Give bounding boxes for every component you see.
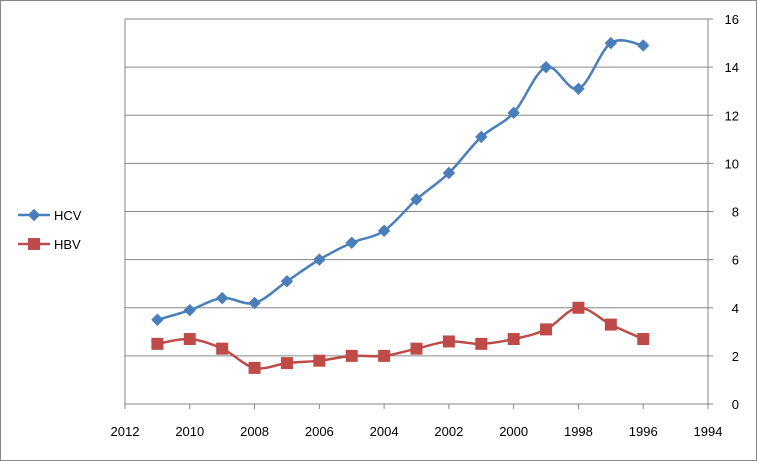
data-point-hbv-2008 <box>248 361 261 374</box>
data-point-hcv-2002 <box>442 166 456 180</box>
data-point-hbv-2009 <box>216 342 229 355</box>
data-point-hbv-2003 <box>410 342 423 355</box>
data-point-hbv-1997 <box>604 318 617 331</box>
data-point-hbv-1999 <box>540 323 553 336</box>
legend-label-hcv: HCV <box>54 208 82 223</box>
series-hcv <box>151 36 650 326</box>
y-tick-label-12: 12 <box>725 108 739 123</box>
data-point-hbv-2000 <box>507 333 520 346</box>
data-point-hcv-2003 <box>410 193 423 206</box>
tick-labels: 0 2 4 6 8 10 12 14 16 2012 2010 2008 2006 2004 2002 200… <box>111 12 739 439</box>
data-point-hbv-1998 <box>572 301 585 314</box>
data-point-hbv-2011 <box>151 337 164 350</box>
data-point-hcv-2009 <box>215 291 229 305</box>
y-tick-label-14: 14 <box>725 60 739 75</box>
data-point-hbv-2004 <box>378 349 391 362</box>
data-point-hcv-1998 <box>572 82 585 95</box>
series-line-hcv <box>156 39 645 322</box>
series-hbv <box>151 301 650 374</box>
y-tick-label-2: 2 <box>732 349 739 364</box>
legend-entry-hcv: HCV <box>18 208 82 223</box>
data-point-hcv-2008 <box>248 296 261 310</box>
data-point-hbv-2006 <box>313 354 326 367</box>
data-point-hbv-2007 <box>280 357 293 370</box>
legend: HCV HBV <box>18 208 82 252</box>
y-tick-label-0: 0 <box>732 397 739 412</box>
x-tick-label-2006: 2006 <box>305 424 334 439</box>
data-point-hbv-2005 <box>345 349 358 362</box>
x-tick-label-2012: 2012 <box>111 424 140 439</box>
data-point-hcv-2000 <box>507 106 520 120</box>
series-layer <box>151 36 650 374</box>
data-point-hbv-2001 <box>475 337 488 350</box>
y-tick-label-4: 4 <box>732 301 739 316</box>
data-point-hcv-2004 <box>377 224 391 237</box>
data-point-hbv-2010 <box>183 333 196 346</box>
gridlines <box>125 18 708 357</box>
data-point-hcv-1999 <box>539 60 553 74</box>
x-tick-label-2008: 2008 <box>240 424 269 439</box>
data-point-hcv-2011 <box>151 313 164 326</box>
x-tick-label-2002: 2002 <box>434 424 463 439</box>
x-tick-label-1996: 1996 <box>629 424 658 439</box>
x-tick-label-1998: 1998 <box>564 424 593 439</box>
x-tick-label-2010: 2010 <box>175 424 204 439</box>
x-tick-label-2004: 2004 <box>370 424 399 439</box>
data-point-hcv-2007 <box>280 275 294 288</box>
y-tick-label-6: 6 <box>732 253 739 268</box>
legend-label-hbv: HBV <box>54 237 81 252</box>
x-tick-label-2000: 2000 <box>499 424 528 439</box>
legend-marker-hcv <box>27 208 41 222</box>
legend-marker-hbv <box>28 238 40 250</box>
data-point-hcv-2001 <box>475 130 488 144</box>
data-point-hcv-2010 <box>183 303 196 317</box>
data-point-hbv-2002 <box>442 335 455 348</box>
x-tick-label-1994: 1994 <box>694 424 723 439</box>
y-tick-label-8: 8 <box>732 205 739 220</box>
data-point-hbv-1996 <box>637 333 650 346</box>
data-point-hcv-1996 <box>637 39 650 52</box>
y-tick-label-10: 10 <box>725 156 739 171</box>
data-point-hcv-1997 <box>604 36 618 50</box>
legend-entry-hbv: HBV <box>18 237 81 252</box>
axes <box>124 18 713 409</box>
data-point-hcv-2005 <box>345 236 358 249</box>
data-point-hcv-2006 <box>313 253 326 266</box>
series-line-hbv <box>156 306 645 370</box>
y-tick-label-16: 16 <box>725 12 739 27</box>
